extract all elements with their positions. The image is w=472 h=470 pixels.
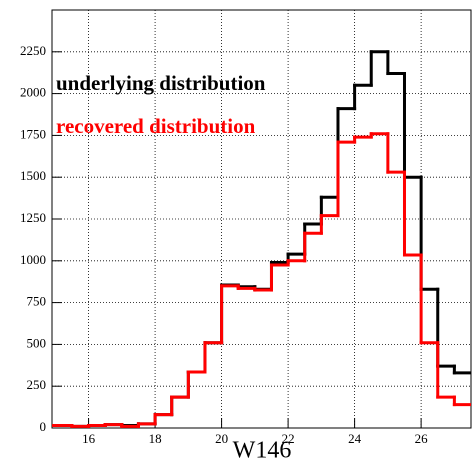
- legend-entry: recovered distribution: [56, 114, 256, 138]
- x-tick-label: 22: [282, 431, 295, 446]
- x-tick-label: 18: [149, 431, 162, 446]
- y-tick-label: 2250: [20, 43, 46, 58]
- y-tick-label: 1000: [20, 252, 46, 267]
- y-tick-label: 0: [40, 419, 47, 434]
- y-tick-label: 250: [27, 377, 47, 392]
- y-tick-label: 1250: [20, 210, 46, 225]
- y-tick-label: 1500: [20, 168, 46, 183]
- y-tick-label: 1750: [20, 126, 46, 141]
- legend-entry: underlying distribution: [56, 71, 266, 95]
- x-tick-label: 20: [215, 431, 228, 446]
- x-axis-label: W146: [233, 438, 292, 464]
- x-tick-label: 26: [415, 431, 429, 446]
- y-tick-label: 500: [27, 335, 47, 350]
- x-tick-label: 24: [348, 431, 362, 446]
- x-tick-label: 16: [82, 431, 96, 446]
- plot-area: [52, 50, 471, 428]
- y-tick-label: 2000: [20, 85, 46, 100]
- y-tick-label: 750: [27, 294, 47, 309]
